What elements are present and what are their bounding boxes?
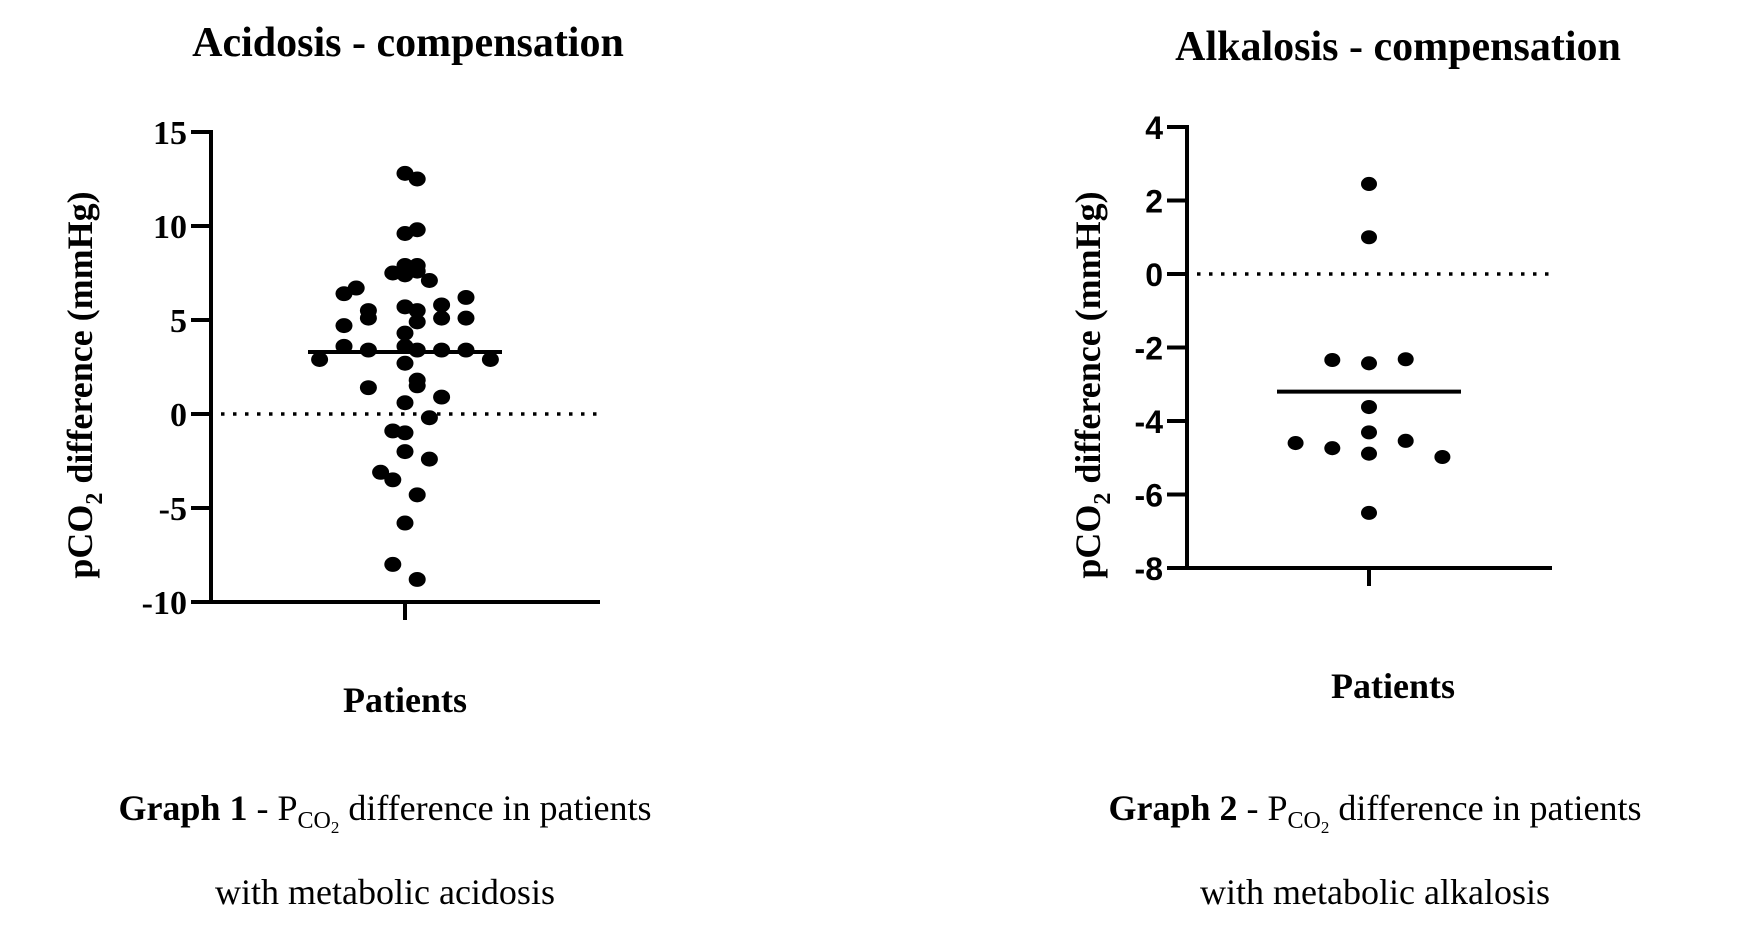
chart-title: Acidosis - compensation [192, 20, 624, 66]
x-axis-label: Patients [1331, 666, 1455, 706]
data-point [408, 303, 426, 319]
y-axis-label: pCO2 difference (mmHg) [1068, 191, 1116, 578]
data-point [311, 352, 329, 367]
data-point [408, 487, 426, 503]
y-tick-label: 10 [153, 209, 187, 246]
data-point [396, 325, 414, 341]
data-point [396, 515, 414, 531]
data-point [420, 273, 438, 288]
y-tick-label: 4 [1145, 110, 1163, 146]
y-tick-label: 0 [1145, 257, 1163, 293]
data-point [347, 280, 365, 296]
data-point [1361, 425, 1377, 440]
data-point [1397, 433, 1414, 448]
data-point [1324, 352, 1341, 368]
x-axis-label: Patients [343, 680, 467, 720]
y-tick-label: -8 [1135, 551, 1163, 587]
chart-acidosis: Acidosis - compensation pCO2 difference … [60, 20, 652, 912]
data-point [408, 263, 426, 279]
data-point [433, 389, 451, 405]
data-point [1361, 176, 1377, 192]
data-point [408, 222, 426, 238]
data-point [335, 318, 353, 334]
data-point [457, 310, 475, 326]
y-tick-label: -4 [1135, 404, 1164, 440]
data-point [1361, 356, 1377, 371]
data-point [1361, 446, 1377, 461]
data-point [408, 171, 426, 187]
data-point [384, 472, 402, 488]
y-tick-label: 15 [153, 115, 187, 152]
y-tick-label: -10 [142, 585, 187, 622]
data-point [408, 314, 426, 330]
data-point [372, 464, 390, 480]
y-tick-label: -2 [1135, 331, 1163, 367]
data-point [396, 425, 414, 441]
data-point [1397, 352, 1414, 367]
data-point [420, 410, 438, 426]
y-axis-label: pCO2 difference (mmHg) [60, 191, 108, 578]
data-point [408, 571, 426, 587]
data-point [396, 395, 414, 411]
data-point [420, 451, 438, 467]
data-point [1361, 505, 1377, 520]
y-tick-label: 2 [1145, 184, 1163, 220]
data-point [1287, 436, 1304, 451]
data-point [384, 556, 402, 572]
y-tick-label: -5 [159, 491, 187, 528]
data-point [433, 297, 451, 313]
data-point [1434, 449, 1451, 465]
data-point [359, 380, 377, 396]
chart-alkalosis: Alkalosis - compensation pCO2 difference… [1068, 24, 1642, 912]
chart-title: Alkalosis - compensation [1175, 24, 1621, 70]
caption-line-1: Graph 2 - PCO2 difference in patients [1108, 788, 1641, 837]
caption-line-2: with metabolic acidosis [215, 872, 555, 912]
data-point [396, 444, 414, 460]
y-tick-label: -6 [1135, 478, 1163, 514]
data-point [481, 352, 499, 367]
data-point [457, 289, 475, 305]
y-tick-label: 5 [170, 303, 187, 340]
caption-line-1: Graph 1 - PCO2 difference in patients [118, 788, 651, 837]
caption-line-2: with metabolic alkalosis [1200, 872, 1550, 912]
data-point [1361, 399, 1377, 415]
data-point [1361, 230, 1377, 245]
data-point [408, 378, 426, 394]
data-point [1324, 441, 1341, 456]
data-point [359, 310, 377, 326]
data-point [396, 355, 414, 371]
data-point [433, 310, 451, 326]
y-tick-label: 0 [170, 397, 187, 434]
